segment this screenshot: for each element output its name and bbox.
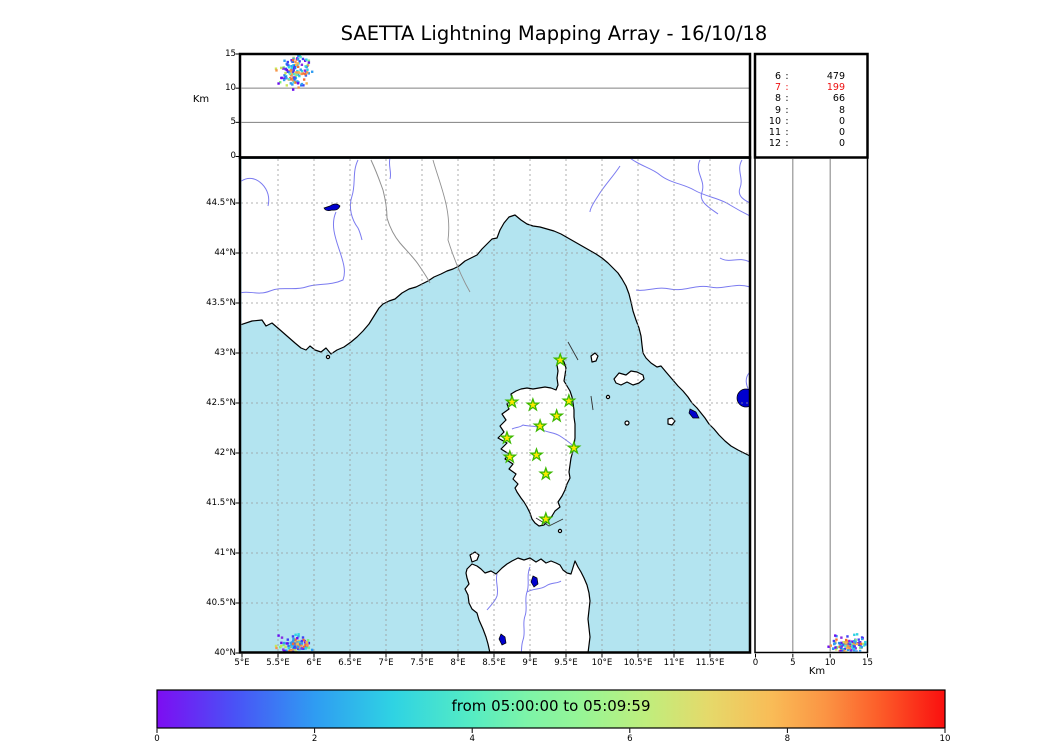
stats-row-level-12: 12:0 (768, 138, 845, 150)
border-italy-regional (432, 159, 471, 293)
river-durance (241, 211, 345, 294)
river-liguria (589, 165, 621, 213)
river-stub-top (388, 159, 392, 180)
altitude-longitude-panel-bg (240, 54, 750, 158)
altitude-latitude-panel-bg (755, 157, 868, 653)
lightning-sources-map (274, 633, 314, 652)
river-po-branch (697, 159, 719, 215)
stats-row-level-11: 11:0 (768, 127, 845, 139)
altitude-latitude-gridlines (792, 159, 831, 652)
corsica-island (497, 356, 576, 527)
stats-row-level-10: 10:0 (768, 115, 845, 127)
altitude-latitude-panel-border (754, 156, 869, 654)
source-count-stats: 6:479 7:199 8:66 9:8 10:0 11:0 12:0 (755, 54, 867, 158)
coastline-continent (241, 159, 749, 457)
river-sardinia-branch (526, 580, 562, 593)
stats-row-level-8: 8:66 (774, 93, 845, 105)
stats-row-level-6: 6:479 (774, 71, 845, 82)
strait-mark-bonifacio (535, 517, 564, 527)
page-title: SAETTA Lightning Mapping Array - 16/10/1… (340, 22, 768, 45)
stats-row-level-7: 7:199 (774, 82, 845, 94)
lake-bolsena (736, 388, 749, 408)
strait-mark-cap-corse (567, 341, 579, 361)
river-top-left (241, 177, 270, 207)
map-panel-border (238, 156, 752, 654)
lightning-sources-altitude-longitude (274, 55, 314, 91)
river-tiber-stub (745, 372, 749, 392)
montecristo-island (624, 420, 630, 426)
lake-orbetello (688, 408, 700, 419)
altitude-longitude-gridlines (241, 87, 749, 123)
colorbar-time-window-label: from 05:00:00 to 05:09:59 (451, 697, 651, 715)
river-ne-corner (738, 159, 749, 204)
right-panel-xlabel: Km (808, 666, 826, 677)
lake-serre-poncon (323, 203, 341, 212)
stats-panel-bg (755, 54, 868, 158)
river-arno (635, 284, 749, 291)
axis-tick-marks (156, 53, 946, 733)
river-sardinia-main (520, 566, 531, 652)
stats-row-level-9: 9:8 (774, 104, 845, 116)
elba-island (613, 370, 645, 386)
pianosa-island (605, 394, 611, 400)
lake-omodeo (498, 633, 507, 646)
river-var (349, 159, 363, 241)
asinara-island (469, 551, 480, 563)
strait-mark-east (590, 395, 594, 411)
top-panel-ylabel: Km (192, 94, 210, 105)
maddalena-islet (557, 528, 563, 534)
toulon-islet (325, 354, 331, 360)
river-sardinia-west (486, 573, 499, 611)
capraia-island (590, 352, 599, 363)
lake-coghinas (530, 575, 539, 588)
lightning-sources-altitude-latitude (827, 633, 867, 652)
giglio-island (667, 417, 676, 426)
river-right-edge (719, 257, 749, 263)
river-po (630, 159, 749, 217)
time-colorbar (156, 689, 946, 729)
border-france-italy (370, 159, 431, 284)
